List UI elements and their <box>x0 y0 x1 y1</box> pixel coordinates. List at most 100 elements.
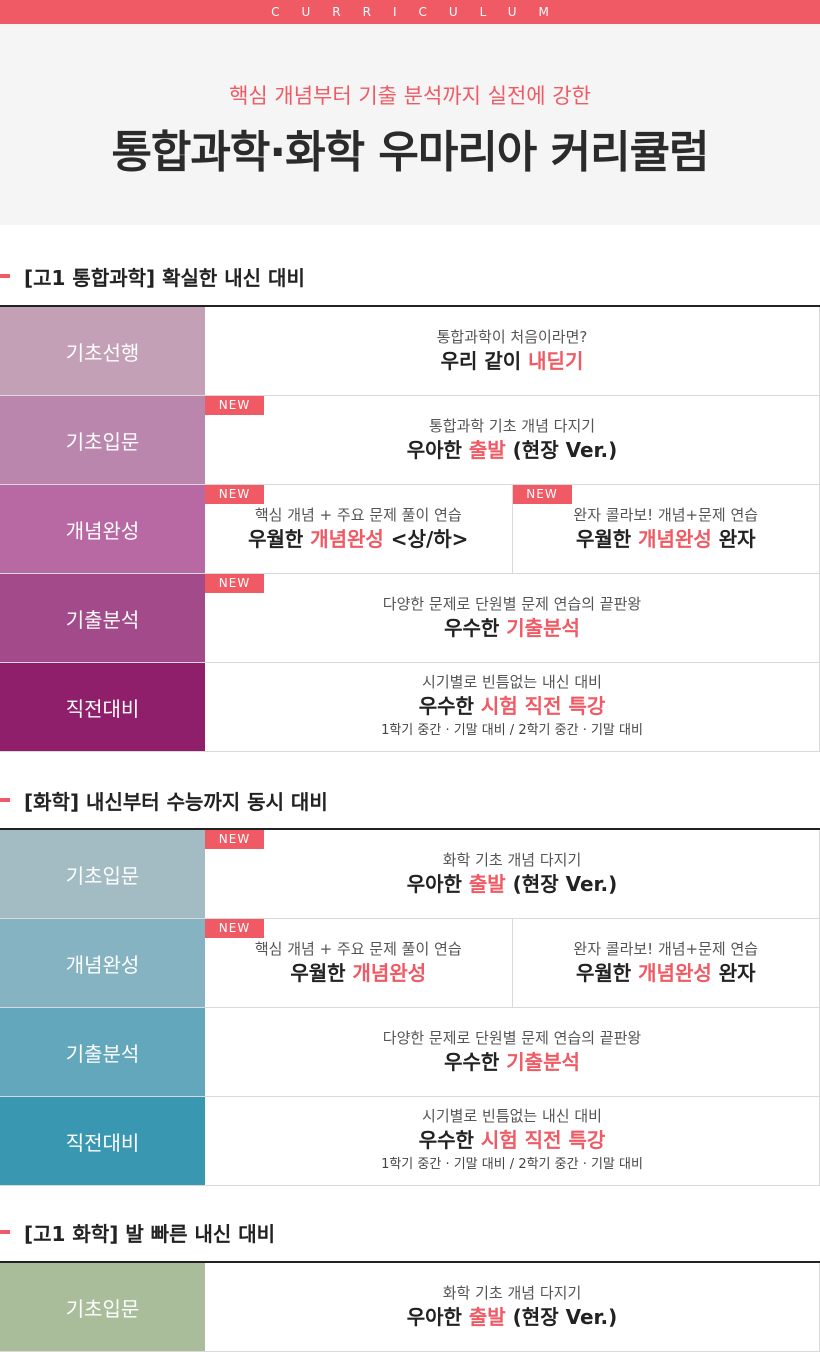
course-name-prefix: 우월한 <box>575 527 639 551</box>
course-name-highlight: 기출분석 <box>506 1050 580 1074</box>
stage-label: 기초입문 <box>0 830 205 918</box>
course-name: 우수한 시험 직전 특강 <box>419 692 606 720</box>
course-name: 우아한 출발 (현장 Ver.) <box>407 870 618 898</box>
course-name-prefix: 우아한 <box>406 438 469 462</box>
course-name-highlight: 시험 직전 특강 <box>480 694 606 718</box>
course-description: 화학 기초 개념 다지기 <box>442 1284 582 1302</box>
curriculum-row: 기출분석 다양한 문제로 단원별 문제 연습의 끝판왕 우수한 기출분석 <box>0 1008 820 1097</box>
course-cell[interactable]: 다양한 문제로 단원별 문제 연습의 끝판왕 우수한 기출분석 <box>205 1008 819 1096</box>
course-name: 우리 같이 내딛기 <box>441 347 584 375</box>
curriculum-table: 기초입문 화학 기초 개념 다지기 우아한 출발 (현장 Ver.) <box>0 1261 820 1352</box>
course-cell[interactable]: 시기별로 빈틈없는 내신 대비 우수한 시험 직전 특강 1학기 중간 · 기말 대… <box>205 663 819 751</box>
course-name-prefix: 우아한 <box>406 1305 469 1329</box>
course-name-suffix: (현장 Ver.) <box>505 872 618 896</box>
course-name-prefix: 우월한 <box>290 961 353 985</box>
course-cell[interactable]: NEW 핵심 개념 + 주요 문제 풀이 연습 우월한 개념완성 <상/하> <box>205 485 512 573</box>
section-marker <box>0 1230 10 1234</box>
course-name-suffix: (현장 Ver.) <box>505 438 618 462</box>
course-name-prefix: 우수한 <box>444 616 507 640</box>
stage-label: 직전대비 <box>0 663 205 751</box>
course-description: 다양한 문제로 단원별 문제 연습의 끝판왕 <box>382 1029 642 1047</box>
course-name-prefix: 우월한 <box>575 961 639 985</box>
course-name-suffix: 완자 <box>711 527 756 551</box>
course-name-highlight: 개념완성 <box>638 961 712 985</box>
curriculum-row: 개념완성 NEW 핵심 개념 + 주요 문제 풀이 연습 우월한 개념완성 완자 콜라보… <box>0 919 820 1008</box>
section-title-text: [고1 화학] 발 빠른 내신 대비 <box>24 1222 276 1246</box>
section-title: [고1 화학] 발 빠른 내신 대비 <box>0 1216 820 1246</box>
course-description: 시기별로 빈틈없는 내신 대비 <box>422 1107 602 1125</box>
course-content: NEW 통합과학 기초 개념 다지기 우아한 출발 (현장 Ver.) <box>205 396 820 484</box>
page-title: 통합과학·화학 우마리아 커리큘럼 <box>111 127 709 178</box>
stage-label: 직전대비 <box>0 1097 205 1185</box>
course-description: 핵심 개념 + 주요 문제 풀이 연습 <box>254 506 462 524</box>
new-badge: NEW <box>512 485 572 504</box>
course-cell[interactable]: NEW 화학 기초 개념 다지기 우아한 출발 (현장 Ver.) <box>205 830 819 918</box>
course-name: 우수한 기출분석 <box>444 1048 580 1076</box>
course-cell[interactable]: NEW 완자 콜라보! 개념+문제 연습 우월한 개념완성 완자 <box>511 485 820 573</box>
stage-label: 기초입문 <box>0 396 205 484</box>
course-name: 우월한 개념완성 <box>290 959 426 987</box>
hero-header: 핵심 개념부터 기출 분석까지 실전에 강한 통합과학·화학 우마리아 커리큘럼 <box>0 24 820 225</box>
course-name: 우월한 개념완성 <상/하> <box>248 525 468 553</box>
curriculum-row: 기초입문 화학 기초 개념 다지기 우아한 출발 (현장 Ver.) <box>0 1263 820 1352</box>
course-schedule: 1학기 중간 · 기말 대비 / 2학기 중간 · 기말 대비 <box>381 1157 643 1172</box>
new-badge: NEW <box>205 830 264 849</box>
course-content: 다양한 문제로 단원별 문제 연습의 끝판왕 우수한 기출분석 <box>205 1008 820 1096</box>
course-description: 화학 기초 개념 다지기 <box>442 851 582 869</box>
course-name-prefix: 우월한 <box>248 527 311 551</box>
course-description: 완자 콜라보! 개념+문제 연습 <box>573 940 759 958</box>
curriculum-table: 기초입문 NEW 화학 기초 개념 다지기 우아한 출발 (현장 Ver.) 개념완성 N… <box>0 828 820 1186</box>
new-badge: NEW <box>205 396 264 415</box>
new-badge: NEW <box>205 574 264 593</box>
course-content: NEW 핵심 개념 + 주요 문제 풀이 연습 우월한 개념완성 완자 콜라보! 개념… <box>205 919 820 1007</box>
course-description: 통합과학 기초 개념 다지기 <box>428 417 596 435</box>
section-title-text: [화학] 내신부터 수능까지 동시 대비 <box>24 790 328 814</box>
course-name: 우아한 출발 (현장 Ver.) <box>407 436 618 464</box>
course-name-highlight: 출발 <box>468 872 506 896</box>
course-name-highlight: 출발 <box>468 438 506 462</box>
course-name-prefix: 우수한 <box>418 694 481 718</box>
course-name-prefix: 우수한 <box>418 1128 481 1152</box>
course-description: 완자 콜라보! 개념+문제 연습 <box>573 506 759 524</box>
course-name: 우아한 출발 (현장 Ver.) <box>407 1303 618 1331</box>
course-name-highlight: 기출분석 <box>506 616 580 640</box>
course-name-highlight: 출발 <box>468 1305 506 1329</box>
course-cell[interactable]: NEW 통합과학 기초 개념 다지기 우아한 출발 (현장 Ver.) <box>205 396 819 484</box>
course-cell[interactable]: NEW 핵심 개념 + 주요 문제 풀이 연습 우월한 개념완성 <box>205 919 512 1007</box>
course-cell[interactable]: 화학 기초 개념 다지기 우아한 출발 (현장 Ver.) <box>205 1263 819 1351</box>
course-name-prefix: 우수한 <box>444 1050 507 1074</box>
course-name-highlight: 내딛기 <box>528 349 584 373</box>
course-name-suffix: (현장 Ver.) <box>505 1305 618 1329</box>
course-name: 우월한 개념완성 완자 <box>576 959 756 987</box>
course-content: 화학 기초 개념 다지기 우아한 출발 (현장 Ver.) <box>205 1263 820 1351</box>
course-name-suffix: <상/하> <box>383 527 469 551</box>
course-content: 통합과학이 처음이라면? 우리 같이 내딛기 <box>205 307 820 395</box>
course-name: 우월한 개념완성 완자 <box>576 525 756 553</box>
course-description: 통합과학이 처음이라면? <box>436 328 588 346</box>
stage-label: 개념완성 <box>0 919 205 1007</box>
section-marker <box>0 274 10 278</box>
section-title: [화학] 내신부터 수능까지 동시 대비 <box>0 784 820 814</box>
curriculum-row: 기초입문 NEW 화학 기초 개념 다지기 우아한 출발 (현장 Ver.) <box>0 830 820 919</box>
new-badge: NEW <box>205 919 264 938</box>
course-name-highlight: 개념완성 <box>352 961 427 985</box>
course-name-highlight: 시험 직전 특강 <box>480 1128 606 1152</box>
course-name-prefix: 우리 같이 <box>440 349 529 373</box>
section-marker <box>0 798 10 802</box>
course-name-highlight: 개념완성 <box>310 527 384 551</box>
stage-label: 기초선행 <box>0 307 205 395</box>
course-schedule: 1학기 중간 · 기말 대비 / 2학기 중간 · 기말 대비 <box>381 723 643 738</box>
curriculum-table: 기초선행 통합과학이 처음이라면? 우리 같이 내딛기 기초입문 NEW 통합과학 기초 … <box>0 305 820 752</box>
course-cell[interactable]: NEW 다양한 문제로 단원별 문제 연습의 끝판왕 우수한 기출분석 <box>205 574 819 662</box>
course-cell[interactable]: 통합과학이 처음이라면? 우리 같이 내딛기 <box>205 307 819 395</box>
course-cell[interactable]: 완자 콜라보! 개념+문제 연습 우월한 개념완성 완자 <box>511 919 820 1007</box>
course-content: NEW 다양한 문제로 단원별 문제 연습의 끝판왕 우수한 기출분석 <box>205 574 820 662</box>
course-name: 우수한 기출분석 <box>444 614 580 642</box>
stage-label: 개념완성 <box>0 485 205 573</box>
stage-label: 기초입문 <box>0 1263 205 1351</box>
course-content: NEW 핵심 개념 + 주요 문제 풀이 연습 우월한 개념완성 <상/하> NEW 완… <box>205 485 820 573</box>
course-content: NEW 화학 기초 개념 다지기 우아한 출발 (현장 Ver.) <box>205 830 820 918</box>
stage-label: 기출분석 <box>0 574 205 662</box>
